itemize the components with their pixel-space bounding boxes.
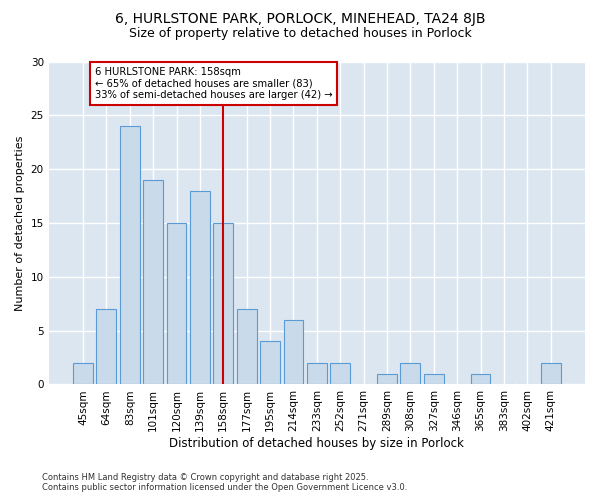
Text: 6 HURLSTONE PARK: 158sqm
← 65% of detached houses are smaller (83)
33% of semi-d: 6 HURLSTONE PARK: 158sqm ← 65% of detach… — [95, 67, 332, 100]
Bar — [541, 363, 560, 384]
X-axis label: Distribution of detached houses by size in Porlock: Distribution of detached houses by size … — [169, 437, 464, 450]
Bar — [400, 363, 421, 384]
Text: Size of property relative to detached houses in Porlock: Size of property relative to detached ho… — [128, 28, 472, 40]
Bar — [330, 363, 350, 384]
Bar — [237, 309, 257, 384]
Bar — [167, 223, 187, 384]
Bar — [284, 320, 304, 384]
Text: Contains HM Land Registry data © Crown copyright and database right 2025.
Contai: Contains HM Land Registry data © Crown c… — [42, 473, 407, 492]
Bar — [307, 363, 327, 384]
Y-axis label: Number of detached properties: Number of detached properties — [15, 136, 25, 310]
Bar — [214, 223, 233, 384]
Bar — [260, 342, 280, 384]
Bar — [377, 374, 397, 384]
Bar — [143, 180, 163, 384]
Text: 6, HURLSTONE PARK, PORLOCK, MINEHEAD, TA24 8JB: 6, HURLSTONE PARK, PORLOCK, MINEHEAD, TA… — [115, 12, 485, 26]
Bar — [73, 363, 93, 384]
Bar — [120, 126, 140, 384]
Bar — [97, 309, 116, 384]
Bar — [190, 190, 210, 384]
Bar — [424, 374, 443, 384]
Bar — [470, 374, 490, 384]
